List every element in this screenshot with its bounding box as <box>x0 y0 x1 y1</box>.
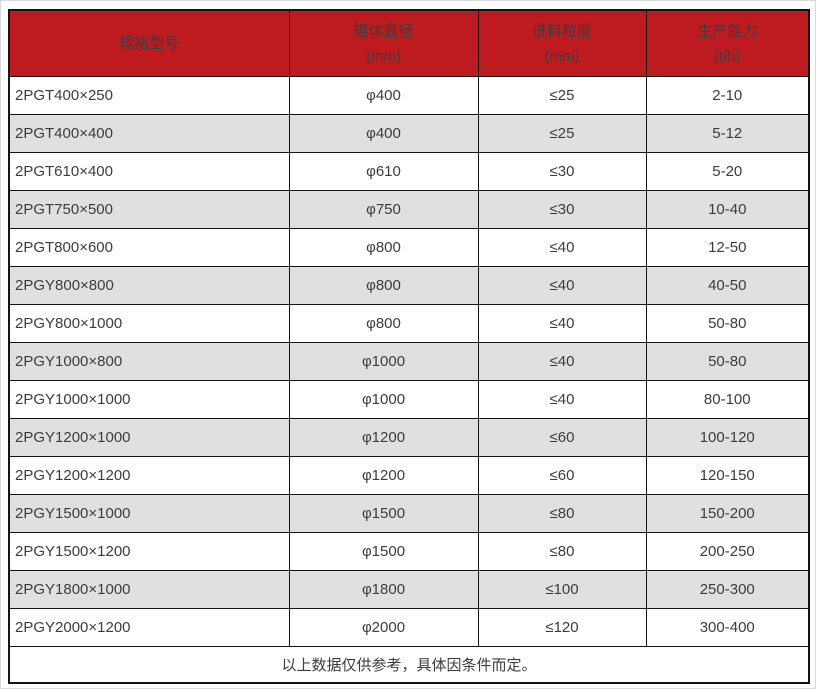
table-row: 2PGT400×250 φ400 ≤25 2-10 <box>8 76 810 115</box>
table-footer: 以上数据仅供参考，具体因条件而定。 <box>8 646 810 684</box>
diameter-cell: φ1200 <box>288 456 479 495</box>
feed-size-cell: ≤40 <box>477 304 647 343</box>
feed-size-cell: ≤80 <box>477 494 647 533</box>
table-row: 2PGY2000×1200 φ2000 ≤120 300-400 <box>8 608 810 647</box>
table-row: 2PGT750×500 φ750 ≤30 10-40 <box>8 190 810 229</box>
specification-table: 规格型号 辊体直径 (mm) 进料粒度 (mm) 生产能力 (t/h) 2PGT… <box>8 9 810 684</box>
capacity-cell: 120-150 <box>645 456 810 495</box>
feed-size-cell: ≤120 <box>477 608 647 647</box>
model-cell: 2PGY800×800 <box>8 266 290 305</box>
table-row: 2PGY1200×1200 φ1200 ≤60 120-150 <box>8 456 810 495</box>
table-row: 2PGY1500×1200 φ1500 ≤80 200-250 <box>8 532 810 571</box>
diameter-cell: φ1500 <box>288 494 479 533</box>
table-row: 2PGT610×400 φ610 ≤30 5-20 <box>8 152 810 191</box>
footer-row: 以上数据仅供参考，具体因条件而定。 <box>8 646 810 684</box>
diameter-cell: φ400 <box>288 76 479 115</box>
feed-size-cell: ≤40 <box>477 266 647 305</box>
capacity-cell: 100-120 <box>645 418 810 457</box>
capacity-cell: 80-100 <box>645 380 810 419</box>
table-row: 2PGY1200×1000 φ1200 ≤60 100-120 <box>8 418 810 457</box>
footer-note: 以上数据仅供参考，具体因条件而定。 <box>8 646 810 684</box>
table-body: 2PGT400×250 φ400 ≤25 2-10 2PGT400×400 φ400 ≤25… <box>8 76 810 647</box>
table-row: 2PGY1000×1000 φ1000 ≤40 80-100 <box>8 380 810 419</box>
capacity-cell: 150-200 <box>645 494 810 533</box>
diameter-cell: φ800 <box>288 304 479 343</box>
model-cell: 2PGY1200×1000 <box>8 418 290 457</box>
feed-size-cell: ≤25 <box>477 76 647 115</box>
header-row: 规格型号 辊体直径 (mm) 进料粒度 (mm) 生产能力 (t/h) <box>8 9 810 77</box>
table-row: 2PGY1500×1000 φ1500 ≤80 150-200 <box>8 494 810 533</box>
column-header-model: 规格型号 <box>8 9 290 77</box>
capacity-cell: 200-250 <box>645 532 810 571</box>
column-header-feed-size: 进料粒度 (mm) <box>477 9 647 77</box>
diameter-cell: φ1200 <box>288 418 479 457</box>
feed-size-cell: ≤25 <box>477 114 647 153</box>
diameter-cell: φ1000 <box>288 342 479 381</box>
feed-size-cell: ≤60 <box>477 418 647 457</box>
table-row: 2PGY1000×800 φ1000 ≤40 50-80 <box>8 342 810 381</box>
model-cell: 2PGY1500×1200 <box>8 532 290 571</box>
feed-size-cell: ≤30 <box>477 152 647 191</box>
capacity-cell: 5-12 <box>645 114 810 153</box>
table-header: 规格型号 辊体直径 (mm) 进料粒度 (mm) 生产能力 (t/h) <box>8 9 810 77</box>
capacity-cell: 300-400 <box>645 608 810 647</box>
table-row: 2PGT800×600 φ800 ≤40 12-50 <box>8 228 810 267</box>
model-cell: 2PGT750×500 <box>8 190 290 229</box>
model-cell: 2PGT400×250 <box>8 76 290 115</box>
model-cell: 2PGY1500×1000 <box>8 494 290 533</box>
model-cell: 2PGY800×1000 <box>8 304 290 343</box>
feed-size-cell: ≤80 <box>477 532 647 571</box>
feed-size-cell: ≤40 <box>477 380 647 419</box>
diameter-cell: φ750 <box>288 190 479 229</box>
diameter-cell: φ800 <box>288 228 479 267</box>
column-header-model-label: 规格型号 <box>119 34 180 52</box>
feed-size-cell: ≤100 <box>477 570 647 609</box>
capacity-cell: 10-40 <box>645 190 810 229</box>
diameter-cell: φ1800 <box>288 570 479 609</box>
model-cell: 2PGY1800×1000 <box>8 570 290 609</box>
model-cell: 2PGT400×400 <box>8 114 290 153</box>
table-row: 2PGY800×1000 φ800 ≤40 50-80 <box>8 304 810 343</box>
capacity-cell: 250-300 <box>645 570 810 609</box>
diameter-cell: φ400 <box>288 114 479 153</box>
column-header-roller-diameter: 辊体直径 (mm) <box>288 9 479 77</box>
feed-size-cell: ≤30 <box>477 190 647 229</box>
column-header-capacity-unit: (t/h) <box>713 47 741 65</box>
column-header-capacity-label: 生产能力 <box>697 22 758 40</box>
capacity-cell: 40-50 <box>645 266 810 305</box>
capacity-cell: 2-10 <box>645 76 810 115</box>
column-header-roller-diameter-unit: (mm) <box>366 47 401 65</box>
feed-size-cell: ≤40 <box>477 228 647 267</box>
diameter-cell: φ1500 <box>288 532 479 571</box>
column-header-feed-size-unit: (mm) <box>544 47 580 65</box>
capacity-cell: 50-80 <box>645 304 810 343</box>
model-cell: 2PGY1200×1200 <box>8 456 290 495</box>
model-cell: 2PGY1000×1000 <box>8 380 290 419</box>
diameter-cell: φ800 <box>288 266 479 305</box>
capacity-cell: 50-80 <box>645 342 810 381</box>
capacity-cell: 5-20 <box>645 152 810 191</box>
feed-size-cell: ≤40 <box>477 342 647 381</box>
column-header-roller-diameter-label: 辊体直径 <box>353 22 414 40</box>
table-row: 2PGY800×800 φ800 ≤40 40-50 <box>8 266 810 305</box>
column-header-capacity: 生产能力 (t/h) <box>645 9 810 77</box>
table-row: 2PGY1800×1000 φ1800 ≤100 250-300 <box>8 570 810 609</box>
model-cell: 2PGT800×600 <box>8 228 290 267</box>
diameter-cell: φ610 <box>288 152 479 191</box>
column-header-feed-size-label: 进料粒度 <box>531 22 592 40</box>
feed-size-cell: ≤60 <box>477 456 647 495</box>
model-cell: 2PGY1000×800 <box>8 342 290 381</box>
model-cell: 2PGY2000×1200 <box>8 608 290 647</box>
diameter-cell: φ1000 <box>288 380 479 419</box>
table-row: 2PGT400×400 φ400 ≤25 5-12 <box>8 114 810 153</box>
model-cell: 2PGT610×400 <box>8 152 290 191</box>
capacity-cell: 12-50 <box>645 228 810 267</box>
diameter-cell: φ2000 <box>288 608 479 647</box>
